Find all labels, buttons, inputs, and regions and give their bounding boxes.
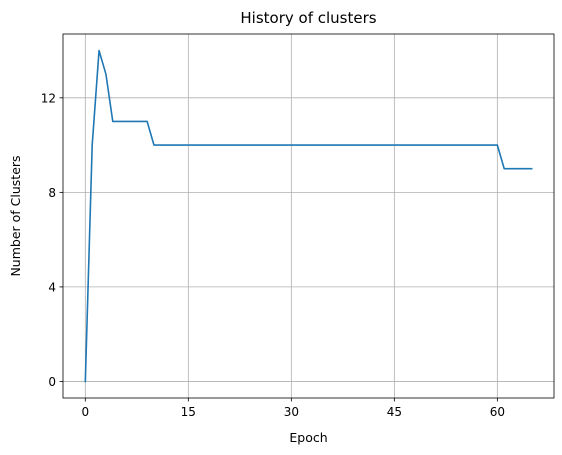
x-tick-label: 15 xyxy=(181,405,196,419)
y-tick-label: 0 xyxy=(48,375,56,389)
y-axis-label: Number of Clusters xyxy=(8,155,23,276)
series-line xyxy=(84,49,533,383)
y-tick-label: 12 xyxy=(41,91,56,105)
series-group xyxy=(84,49,533,383)
grid-lines xyxy=(63,34,554,398)
x-axis-label: Epoch xyxy=(289,430,327,445)
x-tick-label: 60 xyxy=(490,405,505,419)
y-tick-label: 4 xyxy=(48,280,56,294)
x-tick-label: 0 xyxy=(81,405,89,419)
x-tick-label: 30 xyxy=(284,405,299,419)
y-tick-label: 8 xyxy=(48,186,56,200)
plot-frame xyxy=(62,33,555,399)
x-axis-ticks: 0 15 30 45 60 xyxy=(81,398,505,419)
y-axis-ticks: 0 4 8 12 xyxy=(41,91,63,389)
x-tick-label: 45 xyxy=(387,405,402,419)
chart-title: History of clusters xyxy=(240,9,376,27)
